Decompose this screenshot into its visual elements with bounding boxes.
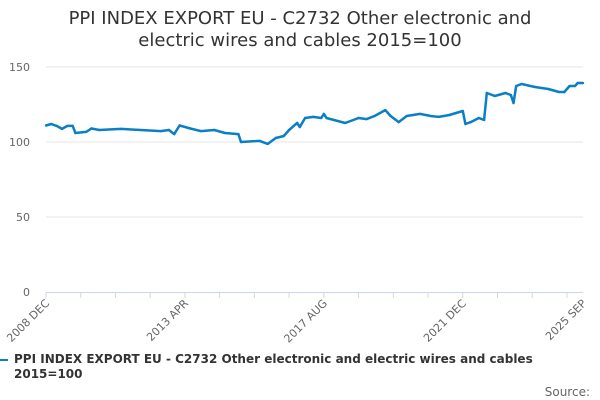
y-axis: 0 50 100 150 [9, 61, 30, 299]
data-point [282, 134, 285, 138]
data-point [365, 117, 368, 121]
data-point [469, 120, 472, 124]
data-point [429, 114, 432, 118]
legend-line-symbol [0, 359, 8, 361]
x-tick-label: 2017 AUG [281, 297, 330, 346]
data-point [74, 131, 77, 135]
data-point [295, 121, 299, 125]
legend-label: PPI INDEX EXPORT EU - C2732 Other electr… [14, 352, 533, 381]
data-point [477, 116, 481, 120]
x-tick-label: 2013 APR [144, 297, 191, 344]
data-point [493, 94, 497, 98]
data-point [325, 116, 328, 120]
x-tick-label: 2008 DEC [4, 297, 52, 345]
data-point [287, 128, 291, 132]
y-tick-label: 0 [23, 286, 30, 299]
data-point [119, 127, 123, 131]
data-point [266, 142, 269, 146]
data-point [485, 91, 489, 95]
series-line [45, 81, 583, 146]
data-point [223, 131, 227, 135]
data-point [44, 124, 48, 127]
data-point [237, 132, 240, 136]
data-point [384, 108, 387, 112]
y-tick-label: 150 [9, 61, 30, 74]
data-point [461, 109, 464, 113]
data-point [405, 114, 408, 118]
chart-title-line: electric wires and cables 2015=100 [138, 30, 462, 51]
data-point [464, 122, 467, 126]
data-point [373, 114, 376, 118]
data-point [274, 136, 277, 140]
data-point [581, 81, 585, 85]
data-point [520, 82, 523, 86]
x-tick-label: 2021 DEC [421, 297, 469, 345]
data-point [482, 118, 486, 122]
x-tick-label: 2025 SEP [543, 297, 589, 343]
data-point [509, 93, 513, 97]
data-point [573, 84, 577, 88]
data-point [418, 112, 422, 116]
data-point [389, 114, 392, 118]
data-point [98, 128, 101, 132]
data-point [84, 130, 88, 134]
data-point [397, 120, 400, 124]
data-point [515, 84, 518, 88]
data-point [322, 112, 326, 116]
data-point [167, 128, 171, 132]
data-point [178, 124, 181, 127]
chart-title-line: PPI INDEX EXPORT EU - C2732 Other electr… [68, 8, 532, 29]
data-point [173, 132, 176, 136]
y-tick-label: 50 [16, 211, 30, 224]
data-point [50, 122, 53, 126]
data-point [576, 81, 579, 85]
data-point [90, 127, 93, 130]
series-layer [44, 81, 585, 146]
data-point [563, 90, 566, 94]
data-point [311, 115, 315, 119]
data-point [55, 124, 58, 128]
data-point [71, 124, 74, 128]
data-point [357, 116, 360, 120]
data-point [258, 139, 261, 143]
y-tick-label: 100 [9, 136, 30, 149]
chart-title: PPI INDEX EXPORT EU - C2732 Other electr… [0, 8, 600, 52]
data-point [533, 85, 537, 89]
data-point [437, 115, 440, 119]
data-point [298, 125, 302, 129]
data-point [448, 113, 451, 117]
data-point [189, 127, 192, 130]
data-point [547, 87, 550, 91]
grid [46, 66, 583, 218]
data-point [239, 140, 243, 144]
data-point [568, 84, 571, 88]
data-point [199, 129, 203, 133]
x-axis: 2008 DEC 2013 APR 2017 AUG 2021 DEC 2025 SEP [4, 292, 589, 345]
data-point [60, 127, 64, 131]
legend-item[interactable]: PPI INDEX EXPORT EU - C2732 Other electr… [0, 352, 600, 382]
data-point [557, 90, 561, 94]
data-point [213, 128, 216, 132]
data-point [512, 101, 515, 105]
data-point [159, 129, 163, 133]
data-point [344, 121, 347, 125]
source-credit: Source: [544, 385, 590, 399]
data-point [303, 116, 307, 120]
data-point [319, 116, 323, 120]
data-point [504, 91, 507, 95]
data-point [66, 124, 69, 128]
